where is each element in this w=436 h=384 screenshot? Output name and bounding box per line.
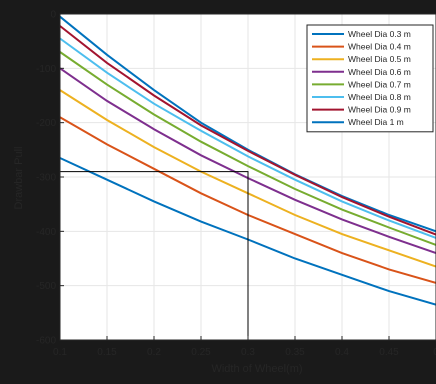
x-axis-ticks: 0.1 0.15 0.2 0.25 0.3 0.35 0.4 0.45 0	[53, 336, 436, 358]
legend-label: Wheel Dia 0.9 m	[348, 105, 411, 115]
x-tick-label: 0.25	[191, 347, 211, 358]
x-tick-label: 0.2	[147, 347, 161, 358]
x-tick-label: 0.4	[335, 347, 349, 358]
y-tick-label: -100	[36, 64, 56, 75]
y-tick-label: -600	[36, 336, 56, 347]
y-tick-label: -400	[36, 227, 56, 238]
annotation-lines	[60, 171, 249, 340]
series-line	[59, 25, 436, 236]
legend-box	[306, 24, 434, 133]
legend-label: Wheel Dia 0.6 m	[348, 67, 411, 77]
legend: Wheel Dia 0.3 m Wheel Dia 0.4 m Wheel Dia …	[306, 24, 434, 133]
x-tick-label: 0.3	[241, 347, 255, 358]
legend-label: Wheel Dia 1 m	[348, 117, 404, 127]
x-tick-label: 0.1	[53, 347, 67, 358]
y-tick-label: -500	[36, 281, 56, 292]
legend-label: Wheel Dia 0.5 m	[348, 54, 411, 64]
y-tick-label: 0	[50, 10, 56, 21]
series-line	[59, 51, 436, 246]
x-tick-label: 0	[433, 347, 436, 358]
y-axis-label: Drawbar Pull	[13, 147, 25, 210]
x-tick-label: 0.35	[285, 347, 305, 358]
legend-label: Wheel Dia 0.8 m	[348, 92, 411, 102]
legend-label: Wheel Dia 0.3 m	[348, 29, 411, 39]
y-tick-label: -200	[36, 118, 56, 129]
series-line	[59, 37, 436, 239]
x-tick-label: 0.45	[379, 347, 399, 358]
legend-label: Wheel Dia 0.4 m	[348, 42, 411, 52]
y-tick-label: -300	[36, 173, 56, 184]
y-axis-ticks: 0 -100 -200 -300 -400 -500 -600	[36, 10, 64, 347]
legend-label: Wheel Dia 0.7 m	[348, 79, 411, 89]
x-tick-label: 0.15	[97, 347, 117, 358]
annotation-line	[60, 171, 249, 340]
x-axis-label: Width of Wheel(m)	[211, 363, 302, 375]
